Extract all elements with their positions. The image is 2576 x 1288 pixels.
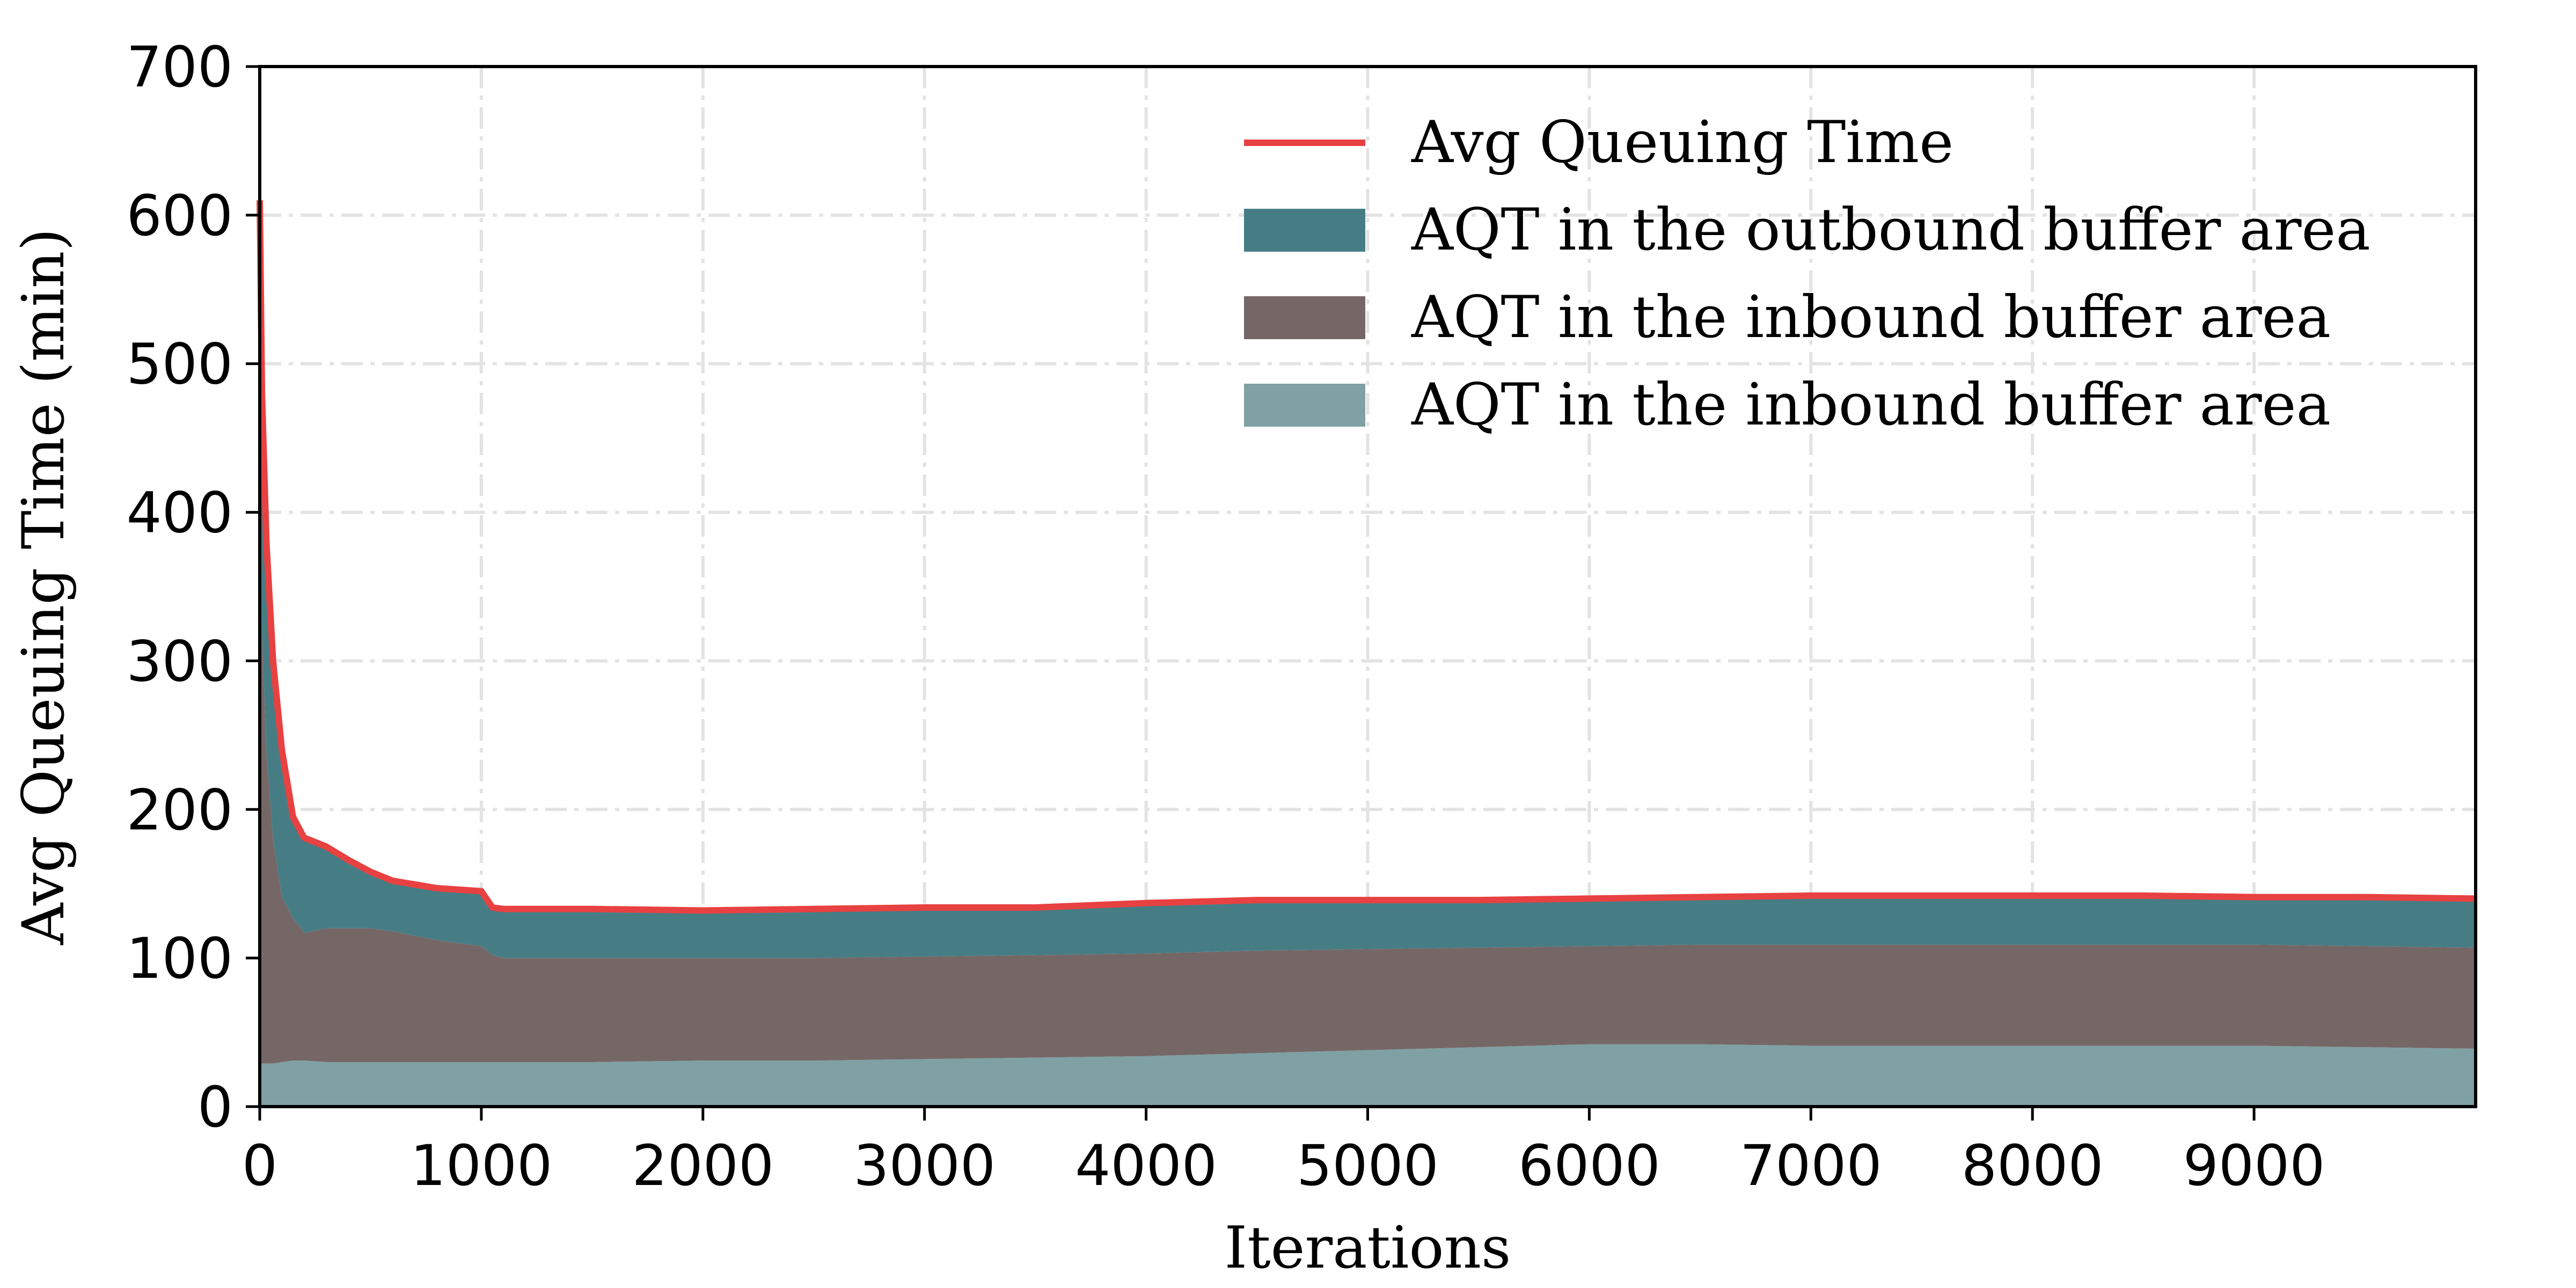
y-tick-label: 500 [126, 332, 233, 397]
y-tick-label: 100 [126, 926, 233, 991]
x-tick-label: 9000 [2183, 1133, 2325, 1198]
x-tick-label: 0 [242, 1133, 277, 1198]
x-tick-label: 8000 [1962, 1133, 2104, 1198]
x-tick-label: 2000 [632, 1133, 774, 1198]
y-tick-label: 300 [126, 628, 233, 694]
x-tick-label: 7000 [1740, 1133, 1882, 1198]
x-tick-label: 1000 [411, 1133, 553, 1198]
tick-layer: 0 1000 2000 3000 4000 5000 6000 7000 8000 9000 0 10… [126, 34, 2325, 1198]
area-series-1 [260, 1044, 2476, 1107]
legend-swatch-area [1244, 296, 1365, 339]
avg-line-layer [257, 200, 2476, 914]
x-tick-label: 3000 [853, 1133, 996, 1198]
area-series-2 [260, 587, 2476, 1064]
legend-swatch-area [1244, 384, 1365, 427]
x-axis-label: Iterations [1225, 1214, 1511, 1282]
y-tick-label: 600 [126, 183, 233, 248]
y-tick-label: 0 [197, 1074, 233, 1140]
legend-swatch-area [1244, 209, 1365, 252]
stacked-areas [260, 393, 2476, 1107]
y-axis-label: Avg Queuing Time (min) [10, 228, 77, 945]
area-series-3 [260, 393, 2476, 958]
y-tick-label: 400 [126, 480, 233, 546]
x-tick-label: 5000 [1297, 1133, 1439, 1198]
legend-label: AQT in the outbound buffer area [1411, 196, 2370, 264]
legend: Avg Queuing Time AQT in the outbound buff… [1244, 109, 2370, 438]
y-tick-label: 700 [126, 34, 233, 100]
legend-label: AQT in the inbound buffer area [1411, 284, 2331, 351]
x-tick-label: 6000 [1518, 1133, 1660, 1198]
legend-label: AQT in the inbound buffer area [1411, 371, 2331, 438]
y-tick-label: 200 [126, 777, 233, 843]
avg-queuing-time-line [257, 200, 2476, 914]
x-tick-label: 4000 [1075, 1133, 1217, 1198]
legend-label: Avg Queuing Time [1411, 109, 1953, 176]
